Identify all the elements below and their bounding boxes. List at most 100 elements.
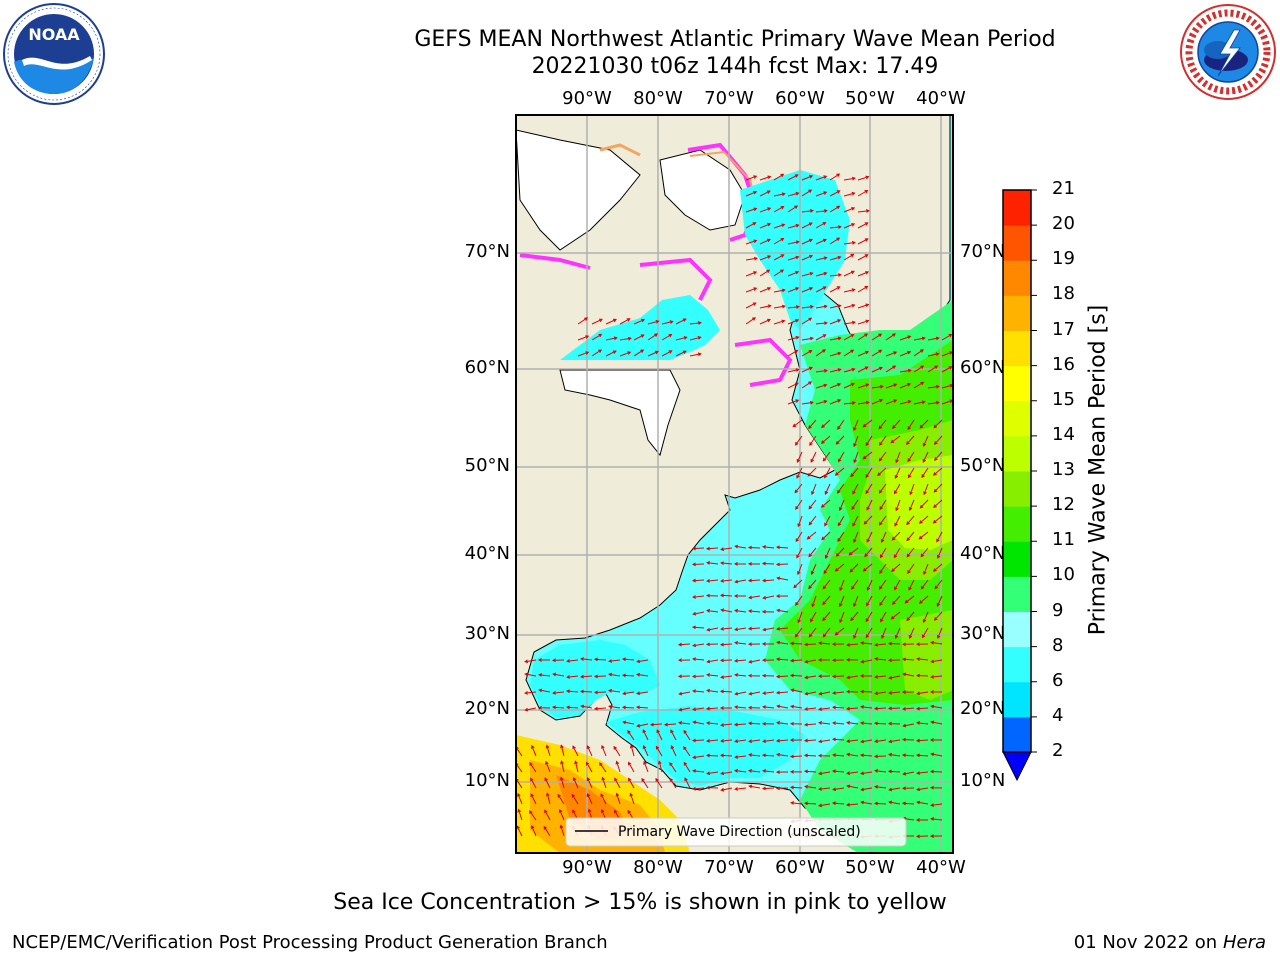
wave-direction-arrow <box>675 350 687 357</box>
wave-direction-arrow <box>857 271 870 277</box>
wave-direction-arrow <box>636 723 649 728</box>
wave-direction-arrow <box>843 401 856 405</box>
wave-direction-arrow <box>692 595 705 599</box>
wave-direction-arrow <box>787 255 800 261</box>
wave-direction-arrow <box>683 746 691 757</box>
wave-direction-arrow <box>927 384 940 389</box>
wave-direction-arrow <box>537 658 550 662</box>
wave-direction-arrow <box>929 785 943 790</box>
wave-direction-arrow <box>773 288 786 293</box>
wave-direction-arrow <box>773 223 786 229</box>
wave-direction-arrow <box>801 175 814 181</box>
wave-direction-arrow <box>762 627 775 632</box>
wave-direction-arrow <box>675 318 687 325</box>
wave-direction-arrow <box>528 810 537 821</box>
wave-direction-arrow <box>851 499 859 511</box>
wave-direction-arrow <box>747 705 761 710</box>
wave-direction-arrow <box>762 705 775 709</box>
wave-direction-arrow <box>818 691 831 696</box>
wave-direction-arrow <box>661 350 673 357</box>
wave-direction-arrow <box>829 368 842 373</box>
wave-direction-arrow <box>544 809 551 821</box>
wave-direction-arrow <box>815 349 826 357</box>
wave-direction-arrow <box>837 419 845 430</box>
wave-direction-arrow <box>857 333 869 341</box>
wave-direction-arrow <box>599 762 607 773</box>
wave-direction-arrow <box>929 834 943 838</box>
colorbar-tick-label: 18 <box>1052 283 1075 305</box>
wave-direction-arrow <box>843 303 856 309</box>
wave-direction-arrow <box>762 691 775 695</box>
wave-direction-arrow <box>789 738 803 742</box>
wave-direction-arrow <box>677 674 691 679</box>
colorbar-tick-label: 4 <box>1052 704 1064 726</box>
wave-direction-arrow <box>879 563 887 574</box>
colorbar-segment <box>1003 225 1031 261</box>
wave-direction-arrow <box>706 738 719 743</box>
wave-direction-arrow <box>887 706 901 711</box>
wave-direction-arrow <box>913 349 924 357</box>
wave-direction-arrow <box>913 365 925 373</box>
wave-direction-arrow <box>761 658 775 663</box>
wave-direction-arrow <box>865 611 873 623</box>
wave-direction-arrow <box>893 547 901 559</box>
wave-direction-arrow <box>793 579 803 589</box>
wave-direction-arrow <box>832 721 845 726</box>
wave-direction-arrow <box>745 271 758 277</box>
wave-direction-arrow <box>871 399 884 405</box>
wave-direction-arrow <box>824 483 831 495</box>
wave-direction-arrow <box>860 800 873 805</box>
wave-direction-arrow <box>890 611 901 620</box>
wave-direction-arrow <box>865 435 873 447</box>
wave-direction-arrow <box>810 611 817 623</box>
wave-direction-arrow <box>657 760 663 773</box>
wave-direction-arrow <box>571 793 579 805</box>
wave-direction-arrow <box>933 499 943 508</box>
wave-direction-arrow <box>829 383 842 389</box>
wave-direction-arrow <box>629 744 635 757</box>
wave-direction-arrow <box>633 349 645 357</box>
wave-direction-arrow <box>669 762 677 773</box>
wave-direction-arrow <box>733 594 746 598</box>
wave-direction-arrow <box>879 547 887 559</box>
wave-direction-arrow <box>796 451 803 463</box>
wave-direction-arrow <box>857 209 870 213</box>
wave-direction-arrow <box>921 627 929 639</box>
wave-direction-arrow <box>776 608 789 613</box>
wave-direction-arrow <box>747 721 761 726</box>
wave-direction-arrow <box>795 595 803 606</box>
wave-direction-arrow <box>817 753 831 758</box>
wave-direction-arrow <box>831 674 845 679</box>
wave-direction-arrow <box>773 206 785 213</box>
wave-direction-arrow <box>773 173 785 181</box>
wave-direction-arrow <box>580 657 593 661</box>
wave-direction-arrow <box>524 672 537 677</box>
wave-direction-arrow <box>860 787 873 792</box>
wave-direction-arrow <box>885 383 898 389</box>
wave-direction-arrow <box>762 739 775 743</box>
colorbar-tick-label: 9 <box>1052 599 1064 621</box>
wave-direction-arrow <box>801 272 814 277</box>
wave-direction-arrow <box>579 674 593 679</box>
wave-direction-arrow <box>787 287 800 293</box>
wave-direction-arrow <box>619 318 631 325</box>
wave-direction-arrow <box>734 705 747 710</box>
wave-direction-arrow <box>720 787 733 792</box>
wave-direction-arrow <box>801 222 813 229</box>
wave-direction-arrow <box>773 304 786 309</box>
wave-direction-arrow <box>878 419 887 430</box>
lat-tick-right: 20°N <box>960 698 1006 719</box>
wave-direction-arrow <box>560 744 565 757</box>
wave-direction-arrow <box>720 738 733 743</box>
wave-direction-arrow <box>615 792 621 805</box>
wave-direction-arrow <box>846 752 859 757</box>
wave-direction-arrow <box>877 467 887 477</box>
wave-direction-arrow <box>901 657 915 662</box>
lon-tick-bottom: 60°W <box>775 857 825 878</box>
wave-direction-arrow <box>871 384 884 389</box>
wave-direction-arrow <box>787 223 800 229</box>
wave-direction-arrow <box>857 254 869 261</box>
wave-direction-arrow <box>843 288 856 293</box>
wave-direction-arrow <box>787 368 800 373</box>
wave-direction-arrow <box>916 771 929 775</box>
